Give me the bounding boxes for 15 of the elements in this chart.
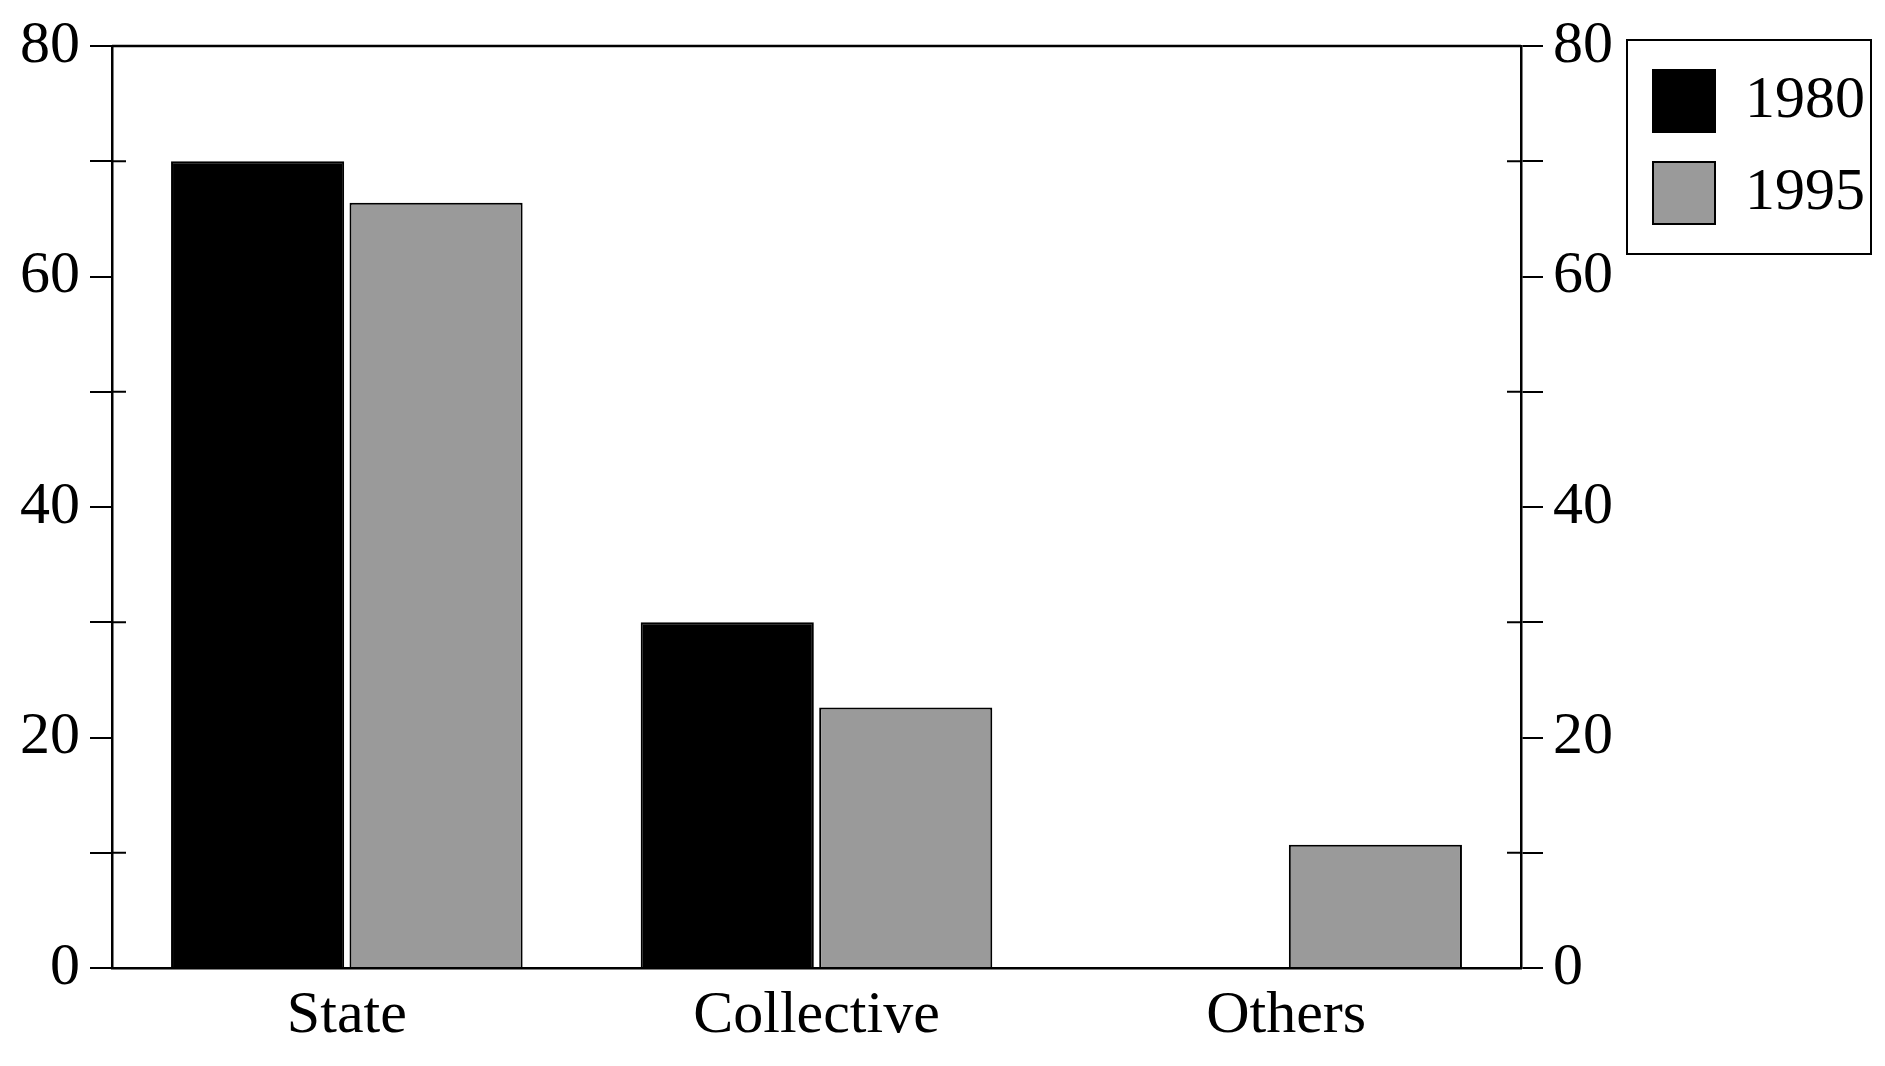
y2-tick-label: 80 bbox=[1553, 8, 1613, 75]
legend-label: 1980 bbox=[1745, 63, 1865, 130]
x-tick-label: Collective bbox=[693, 978, 940, 1045]
y-tick-label: 20 bbox=[20, 700, 80, 767]
y-tick-label: 40 bbox=[20, 469, 80, 536]
y-tick-label: 60 bbox=[20, 239, 80, 306]
y2-tick-label: 20 bbox=[1553, 700, 1613, 767]
y2-tick-label: 40 bbox=[1553, 469, 1613, 536]
legend-label: 1995 bbox=[1745, 155, 1865, 222]
x-tick-label: State bbox=[286, 978, 407, 1045]
y-tick-label: 80 bbox=[20, 8, 80, 75]
x-tick-label: Others bbox=[1206, 978, 1367, 1045]
y2-tick-label: 60 bbox=[1553, 239, 1613, 306]
y2-tick-label: 0 bbox=[1553, 930, 1583, 997]
y-tick-label: 0 bbox=[50, 930, 80, 997]
